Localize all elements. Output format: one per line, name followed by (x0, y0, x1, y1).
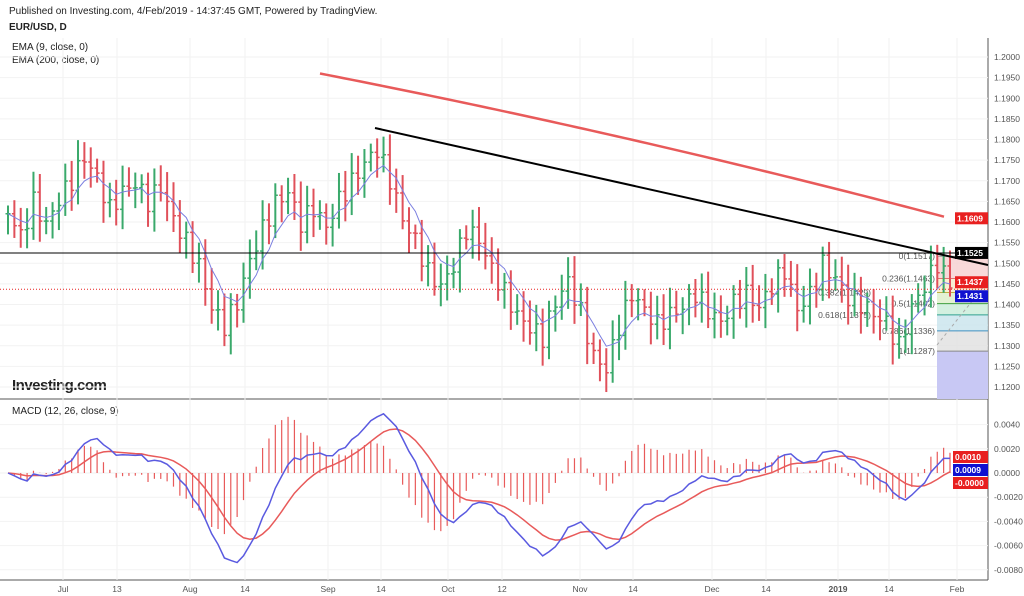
macd-tick: -0.0080 (994, 565, 1023, 575)
investing-logo: Investing.com (12, 377, 107, 394)
fib-label: 0.236(1.1463) (882, 274, 935, 284)
time-tick: Oct (441, 584, 455, 594)
macd-tag-label: 0.0010 (955, 452, 981, 462)
legend-macd[interactable]: MACD (12, 26, close, 9) (12, 406, 119, 417)
price-tick: 1.1650 (994, 196, 1020, 206)
price-tick: 1.1800 (994, 135, 1020, 145)
symbol-title: EUR/USD, D (9, 22, 67, 33)
time-tick: 13 (112, 584, 122, 594)
trend-line (374, 127, 989, 266)
macd-tag (953, 451, 988, 463)
macd-tick: 0.0000 (994, 468, 1020, 478)
price-tick: 1.1900 (994, 93, 1020, 103)
time-tick: 14 (884, 584, 894, 594)
price-tag-label: 1.1437 (957, 277, 983, 287)
time-tick: Feb (950, 584, 965, 594)
time-tick: Dec (704, 584, 720, 594)
price-tick: 1.1550 (994, 238, 1020, 248)
price-tag (955, 212, 988, 225)
macd-tag (953, 477, 988, 489)
price-tick: 1.1700 (994, 176, 1020, 186)
time-tick: Aug (182, 584, 197, 594)
price-tick: 1.1950 (994, 73, 1020, 83)
ema9-line (7, 164, 951, 347)
price-tag (955, 276, 988, 289)
macd-signal-line (7, 428, 951, 541)
fib-label: 1(1.1287) (899, 346, 936, 356)
time-tick: Nov (572, 584, 588, 594)
fib-zone (937, 330, 988, 352)
time-tick: 14 (240, 584, 250, 594)
price-tick: 1.1400 (994, 300, 1020, 310)
price-tag-label: 1.1525 (957, 248, 983, 258)
legend-ema200[interactable]: EMA (200, close, 0) (12, 55, 100, 66)
macd-tick: -0.0020 (994, 492, 1023, 502)
price-tag-label: 1.1431 (957, 291, 983, 301)
macd-line (7, 412, 951, 564)
time-tick: 12 (497, 584, 507, 594)
price-tag (955, 290, 988, 303)
macd-tag-label: -0.0000 (955, 478, 984, 488)
fib-label: 0.618(1.1375) (818, 310, 871, 320)
fib-label: 0(1.1517) (899, 251, 936, 261)
price-tick: 1.1850 (994, 114, 1020, 124)
price-tick: 1.1750 (994, 155, 1020, 165)
macd-tag (953, 464, 988, 476)
time-tick: 14 (628, 584, 638, 594)
macd-tick: -0.0040 (994, 516, 1023, 526)
fib-zone (937, 303, 988, 315)
macd-tick: 0.0020 (994, 444, 1020, 454)
macd-tag-label: 0.0009 (955, 465, 981, 475)
price-tick: 1.1450 (994, 279, 1020, 289)
published-caption: Published on Investing.com, 4/Feb/2019 -… (9, 6, 378, 17)
price-tick: 1.1500 (994, 258, 1020, 268)
time-tick: 14 (761, 584, 771, 594)
fib-trend-dashed (936, 284, 986, 346)
time-tick: Jul (58, 584, 69, 594)
time-tick: 2019 (829, 584, 848, 594)
price-tag-label: 1.1609 (957, 213, 983, 223)
time-tick: 14 (376, 584, 386, 594)
price-tick: 1.1350 (994, 320, 1020, 330)
fib-label: 0.382(1.1429) (818, 288, 871, 298)
ema200-line (319, 72, 945, 218)
time-tick: Sep (320, 584, 335, 594)
fib-zone (937, 314, 988, 331)
macd-tick: -0.0060 (994, 541, 1023, 551)
price-tick: 1.1300 (994, 341, 1020, 351)
price-tick: 1.1600 (994, 217, 1020, 227)
price-tag (955, 246, 988, 259)
fib-label: 0.786(1.1336) (882, 326, 935, 336)
legend-ema9[interactable]: EMA (9, close, 0) (12, 42, 89, 53)
price-tick: 1.1250 (994, 361, 1020, 371)
fib-extension-area (937, 351, 988, 399)
price-tick: 1.1200 (994, 382, 1020, 392)
price-tick: 1.2000 (994, 52, 1020, 62)
macd-tick: 0.0040 (994, 420, 1020, 430)
